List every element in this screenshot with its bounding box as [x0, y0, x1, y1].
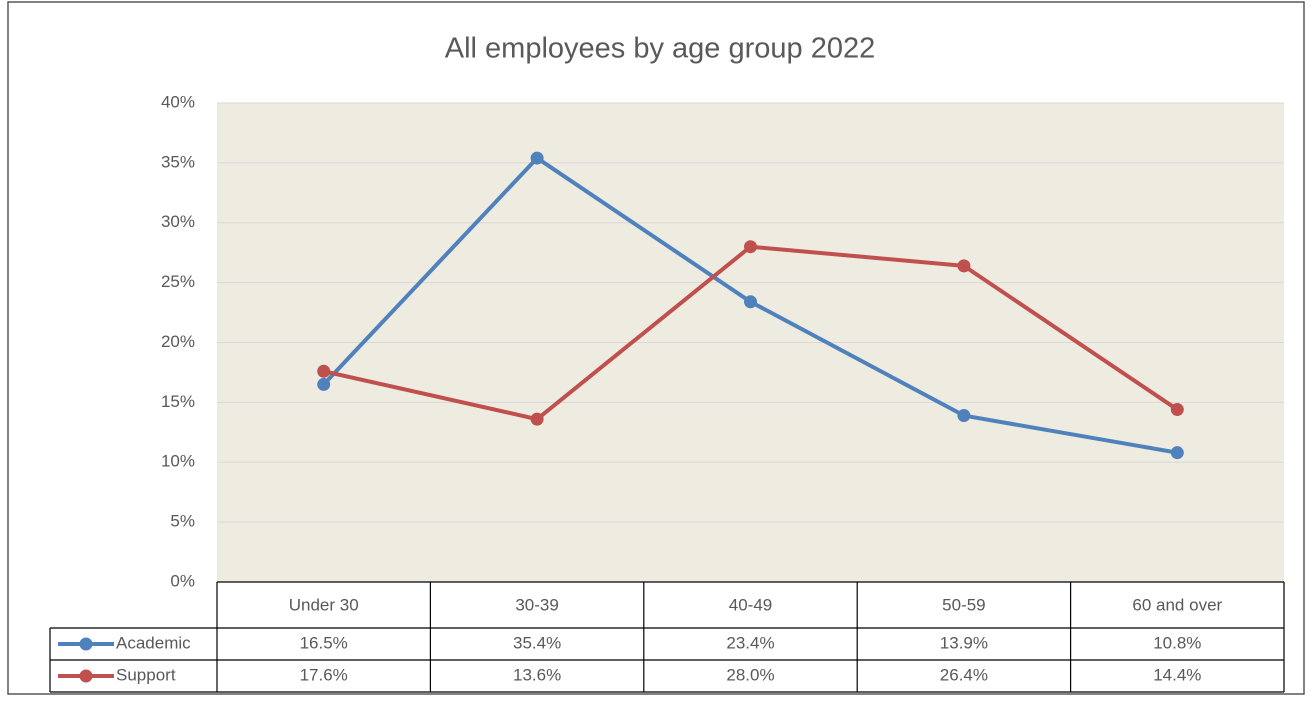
y-tick-label: 30% — [161, 212, 195, 231]
data-point — [317, 377, 331, 391]
data-point — [530, 151, 544, 165]
chart-title: All employees by age group 2022 — [445, 33, 875, 65]
y-tick-label: 35% — [161, 152, 195, 171]
legend-label: Support — [116, 665, 176, 684]
data-point — [957, 259, 971, 273]
y-tick-label: 25% — [161, 272, 195, 291]
legend-marker — [79, 669, 93, 683]
data-point — [957, 409, 971, 423]
data-point — [1170, 403, 1184, 417]
data-point — [744, 240, 757, 254]
data-point — [530, 412, 544, 426]
legend-label: Academic — [116, 633, 191, 652]
y-tick-label: 15% — [161, 392, 195, 411]
x-tick-label: 30-39 — [515, 595, 558, 614]
x-tick-label: Under 30 — [289, 595, 359, 614]
x-tick-label: 60 and over — [1132, 595, 1222, 614]
table-value: 17.6% — [300, 665, 348, 684]
table-value: 13.6% — [513, 665, 561, 684]
table-value: 16.5% — [300, 633, 348, 652]
table-value: 10.8% — [1153, 633, 1201, 652]
data-point — [1170, 446, 1184, 460]
x-tick-label: 50-59 — [942, 595, 985, 614]
table-value: 13.9% — [940, 633, 988, 652]
y-tick-label: 5% — [170, 512, 195, 531]
table-value: 28.0% — [726, 665, 774, 684]
table-value: 26.4% — [940, 665, 988, 684]
x-tick-label: 40-49 — [729, 595, 772, 614]
data-point — [744, 295, 757, 309]
data-point — [317, 364, 331, 378]
y-tick-label: 10% — [161, 452, 195, 471]
y-tick-label: 20% — [161, 332, 195, 351]
table-value: 23.4% — [726, 633, 774, 652]
y-tick-label: 0% — [170, 571, 195, 590]
table-value: 35.4% — [513, 633, 561, 652]
table-value: 14.4% — [1153, 665, 1201, 684]
y-tick-label: 40% — [161, 92, 195, 111]
legend-marker — [79, 637, 93, 651]
